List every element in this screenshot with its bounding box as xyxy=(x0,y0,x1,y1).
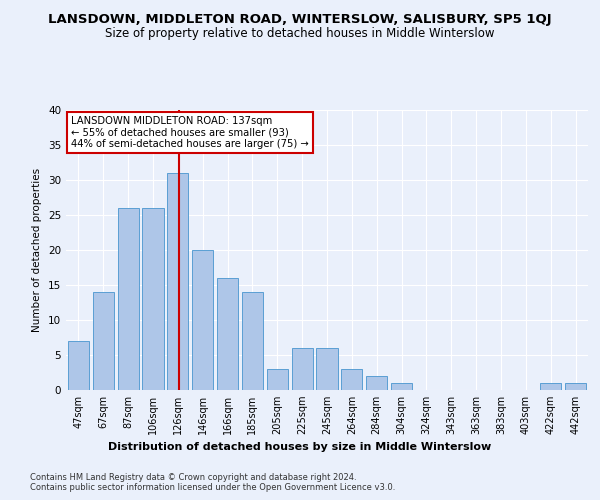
Bar xyxy=(142,208,164,390)
Y-axis label: Number of detached properties: Number of detached properties xyxy=(32,168,43,332)
Bar xyxy=(565,383,586,390)
Bar xyxy=(267,369,288,390)
Bar xyxy=(242,292,263,390)
Bar xyxy=(366,376,387,390)
Bar xyxy=(217,278,238,390)
Bar xyxy=(68,341,89,390)
Bar xyxy=(292,348,313,390)
Bar xyxy=(316,348,338,390)
Bar xyxy=(391,383,412,390)
Text: Size of property relative to detached houses in Middle Winterslow: Size of property relative to detached ho… xyxy=(105,28,495,40)
Bar xyxy=(540,383,561,390)
Bar xyxy=(93,292,114,390)
Text: Contains HM Land Registry data © Crown copyright and database right 2024.: Contains HM Land Registry data © Crown c… xyxy=(30,472,356,482)
Text: LANSDOWN, MIDDLETON ROAD, WINTERSLOW, SALISBURY, SP5 1QJ: LANSDOWN, MIDDLETON ROAD, WINTERSLOW, SA… xyxy=(48,12,552,26)
Bar xyxy=(192,250,213,390)
Text: Distribution of detached houses by size in Middle Winterslow: Distribution of detached houses by size … xyxy=(109,442,491,452)
Text: Contains public sector information licensed under the Open Government Licence v3: Contains public sector information licen… xyxy=(30,484,395,492)
Bar xyxy=(341,369,362,390)
Bar xyxy=(118,208,139,390)
Bar xyxy=(167,173,188,390)
Text: LANSDOWN MIDDLETON ROAD: 137sqm
← 55% of detached houses are smaller (93)
44% of: LANSDOWN MIDDLETON ROAD: 137sqm ← 55% of… xyxy=(71,116,309,149)
